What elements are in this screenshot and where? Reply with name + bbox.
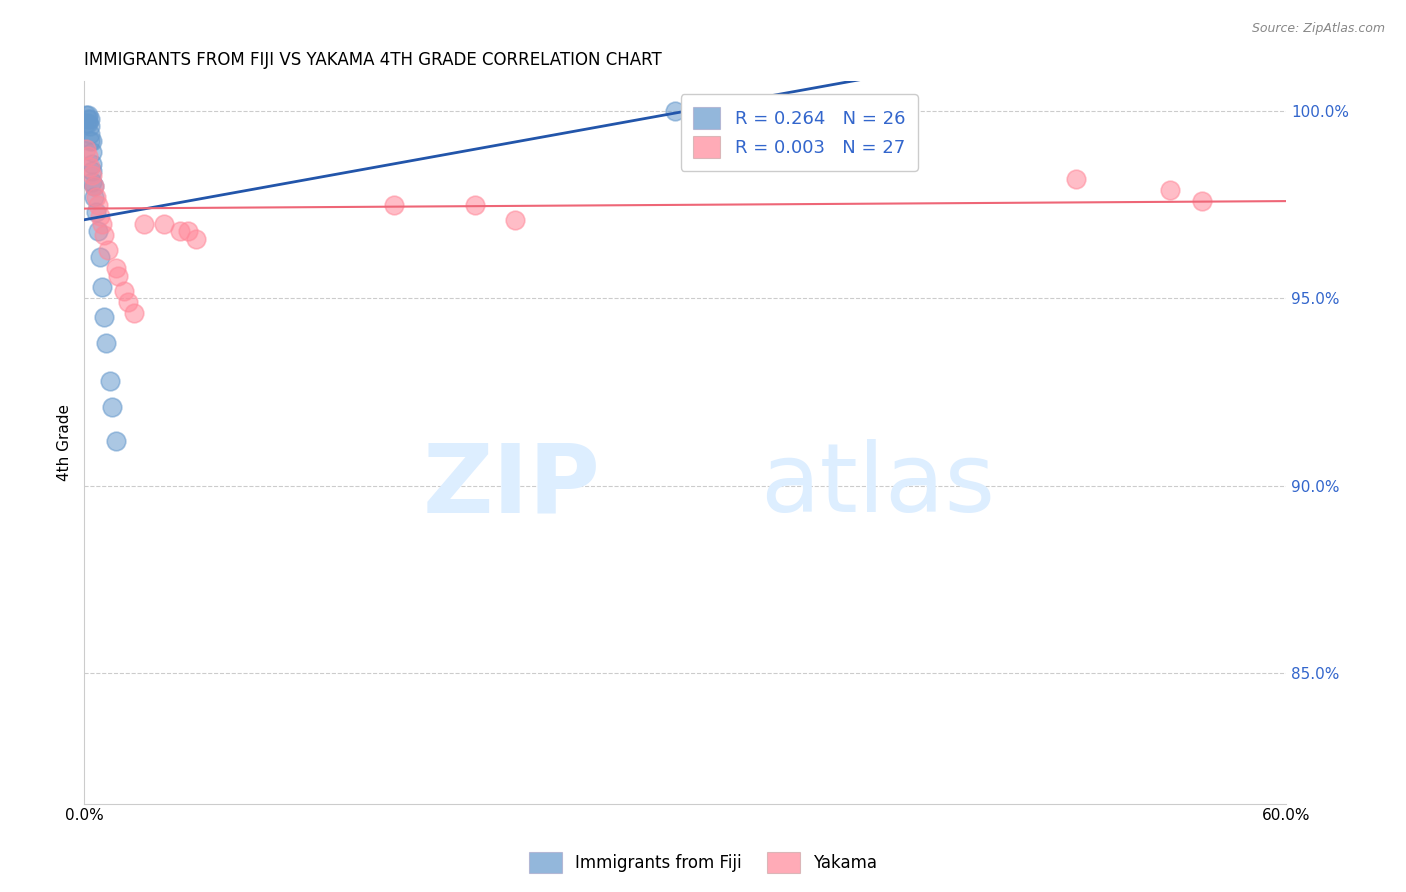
Point bbox=[89, 209, 111, 223]
Point bbox=[1064, 171, 1087, 186]
Point bbox=[80, 168, 103, 182]
Point bbox=[87, 198, 110, 212]
Point bbox=[105, 434, 128, 448]
Point bbox=[79, 120, 101, 134]
Point bbox=[84, 205, 107, 219]
Point bbox=[84, 190, 107, 204]
Point bbox=[91, 280, 114, 294]
Point bbox=[117, 295, 139, 310]
Point bbox=[177, 224, 200, 238]
Point bbox=[77, 108, 100, 122]
Text: Source: ZipAtlas.com: Source: ZipAtlas.com bbox=[1251, 22, 1385, 36]
Point bbox=[80, 145, 103, 160]
Point bbox=[186, 231, 208, 245]
Point bbox=[464, 198, 486, 212]
Point bbox=[107, 268, 129, 283]
Point bbox=[79, 112, 101, 126]
Point bbox=[105, 261, 128, 276]
Text: atlas: atlas bbox=[759, 440, 995, 533]
Point bbox=[75, 108, 97, 122]
Point bbox=[83, 179, 105, 194]
Point bbox=[94, 336, 117, 351]
Point bbox=[83, 179, 105, 194]
Point bbox=[79, 161, 101, 175]
Legend: Immigrants from Fiji, Yakama: Immigrants from Fiji, Yakama bbox=[522, 846, 884, 880]
Point bbox=[79, 127, 101, 141]
Point bbox=[83, 190, 105, 204]
Point bbox=[503, 212, 526, 227]
Point bbox=[1159, 183, 1181, 197]
Point bbox=[664, 104, 686, 119]
Point bbox=[98, 374, 121, 388]
Point bbox=[384, 198, 406, 212]
Point bbox=[77, 149, 100, 163]
Point bbox=[97, 243, 120, 257]
Point bbox=[122, 306, 145, 320]
Point bbox=[75, 142, 97, 156]
Point bbox=[75, 115, 97, 129]
Point bbox=[79, 134, 101, 148]
Point bbox=[80, 164, 103, 178]
Y-axis label: 4th Grade: 4th Grade bbox=[58, 404, 72, 481]
Point bbox=[80, 156, 103, 170]
Point bbox=[77, 115, 100, 129]
Point bbox=[169, 224, 191, 238]
Point bbox=[89, 250, 111, 264]
Point bbox=[132, 217, 155, 231]
Point bbox=[101, 400, 124, 414]
Point bbox=[112, 284, 135, 298]
Point bbox=[93, 310, 115, 325]
Point bbox=[80, 175, 103, 189]
Text: ZIP: ZIP bbox=[423, 440, 600, 533]
Point bbox=[80, 134, 103, 148]
Point bbox=[93, 227, 115, 242]
Point bbox=[87, 224, 110, 238]
Legend: R = 0.264   N = 26, R = 0.003   N = 27: R = 0.264 N = 26, R = 0.003 N = 27 bbox=[681, 94, 918, 170]
Point bbox=[91, 217, 114, 231]
Point bbox=[77, 112, 100, 126]
Point bbox=[153, 217, 176, 231]
Text: IMMIGRANTS FROM FIJI VS YAKAMA 4TH GRADE CORRELATION CHART: IMMIGRANTS FROM FIJI VS YAKAMA 4TH GRADE… bbox=[84, 51, 662, 69]
Point bbox=[1191, 194, 1213, 208]
